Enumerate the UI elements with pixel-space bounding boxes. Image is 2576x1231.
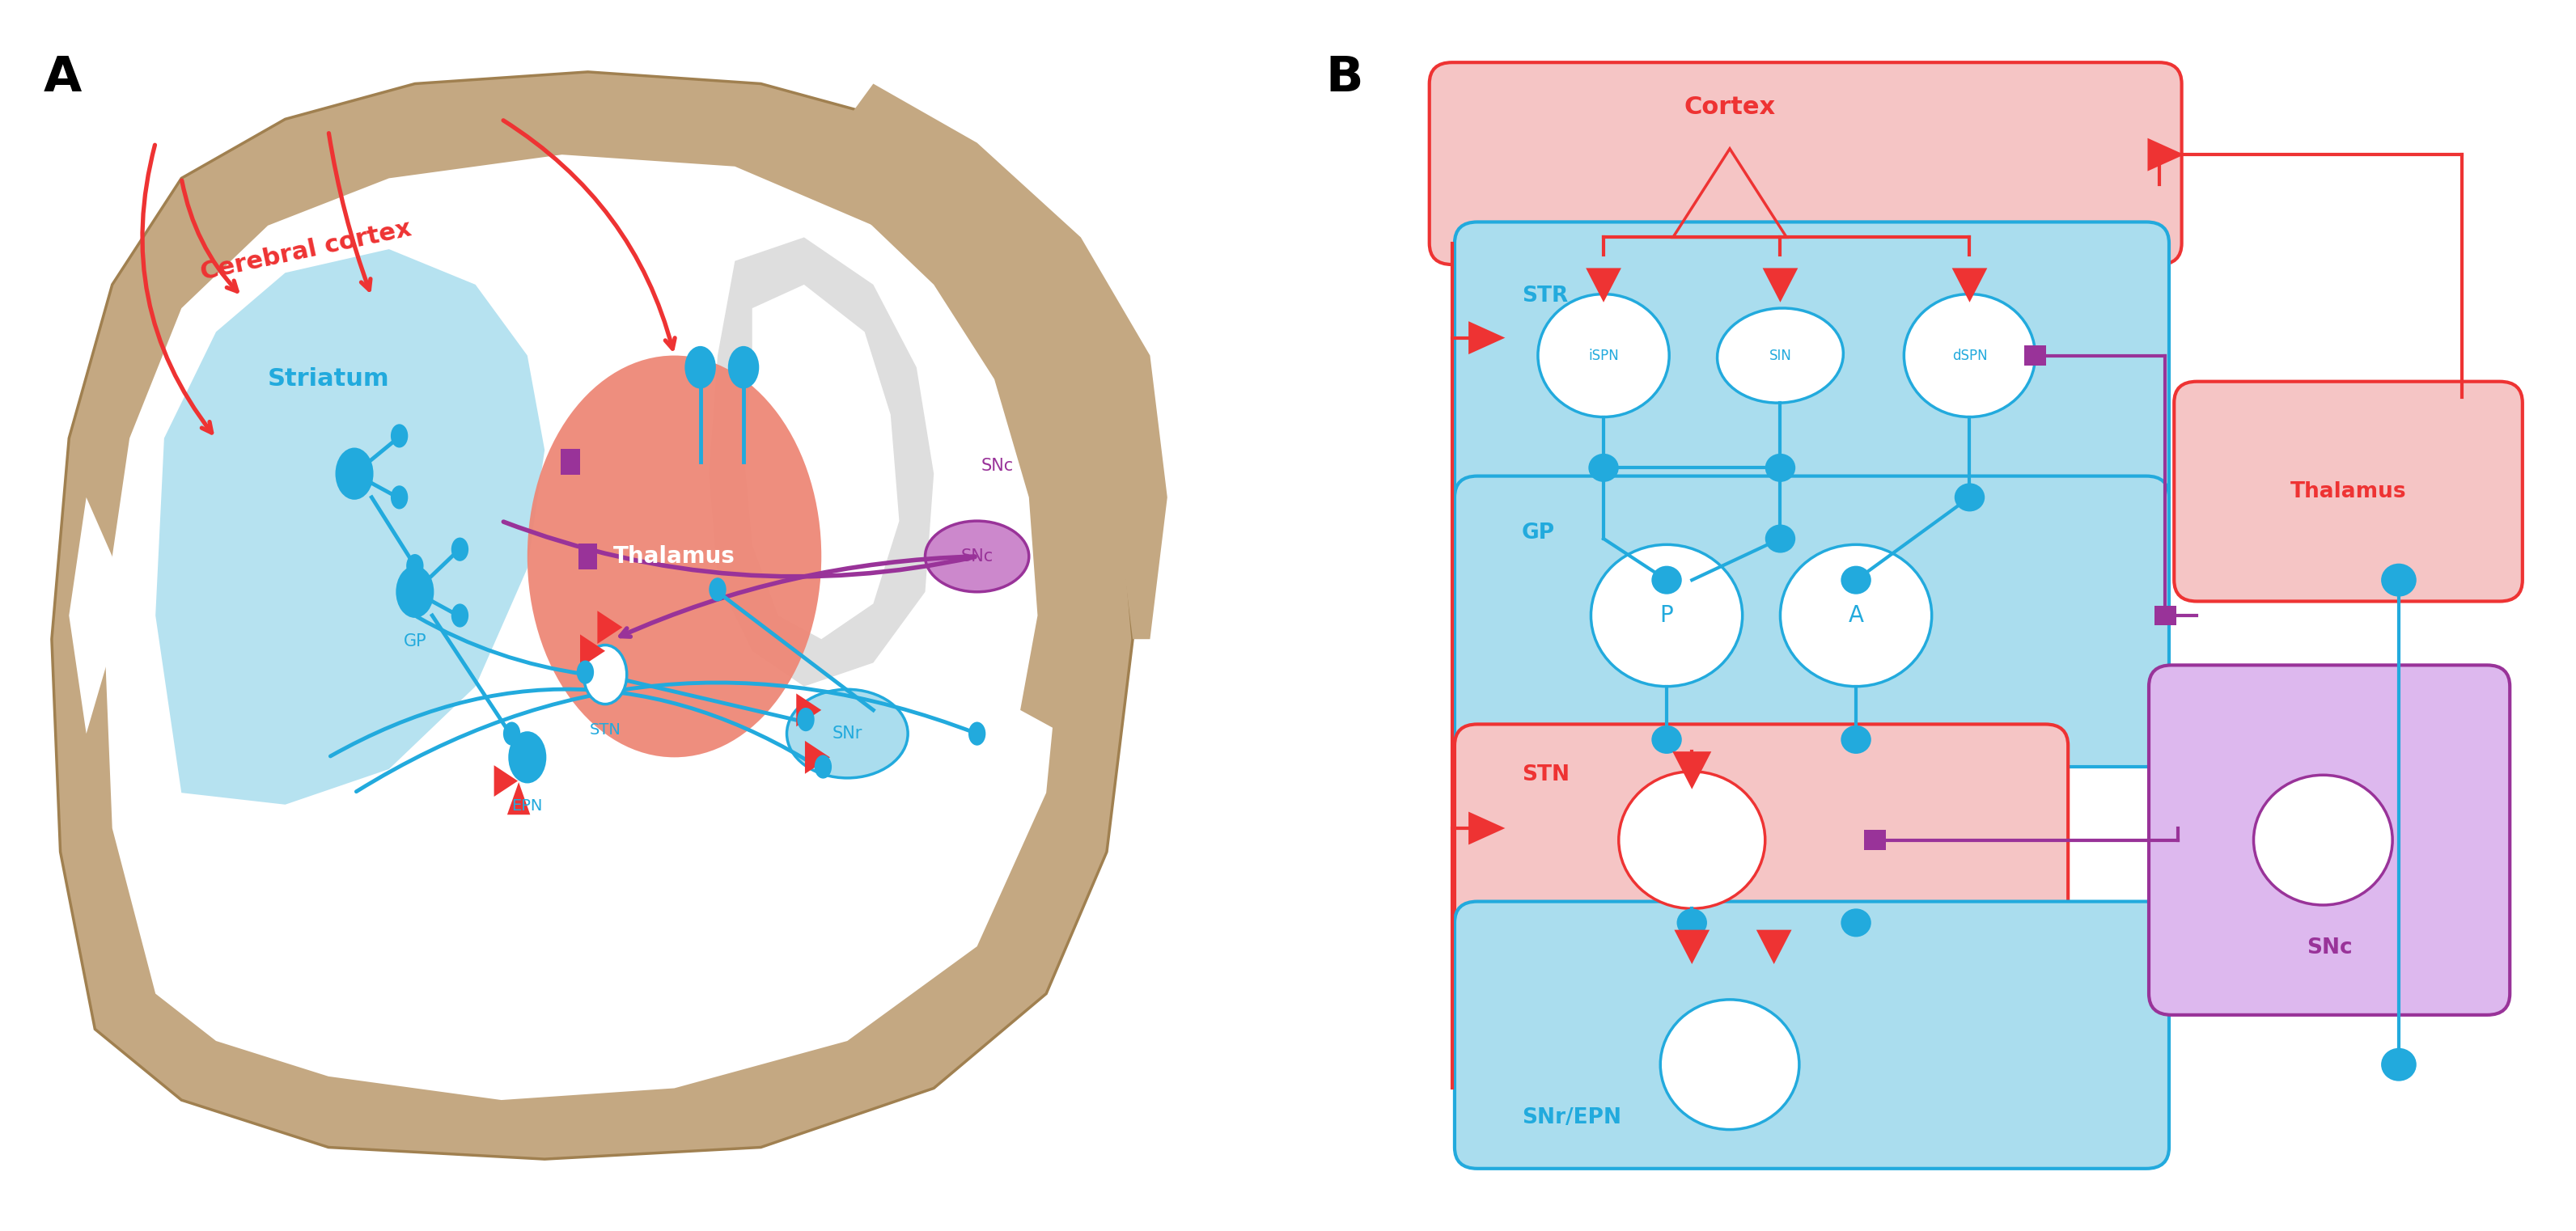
Circle shape [407,554,422,577]
Polygon shape [848,84,1167,639]
Polygon shape [580,634,605,667]
Bar [1865,830,1886,851]
Polygon shape [1468,811,1504,844]
Ellipse shape [1718,308,1844,403]
Bar [562,449,580,475]
Circle shape [1842,566,1870,595]
Text: SNc: SNc [981,458,1015,474]
Polygon shape [760,119,1090,734]
Text: dSPN: dSPN [1953,348,1986,363]
Polygon shape [495,766,518,796]
Text: B: B [1327,54,1363,102]
Circle shape [1955,483,1984,512]
Circle shape [577,660,595,684]
Text: Thalamus: Thalamus [613,545,734,567]
Circle shape [969,721,987,746]
Polygon shape [70,497,121,734]
Text: A: A [1850,604,1862,627]
Circle shape [1677,908,1708,937]
Circle shape [2254,776,2393,905]
Polygon shape [52,71,1133,1160]
Ellipse shape [786,689,907,778]
Text: Striatum: Striatum [268,367,389,391]
Text: A: A [44,54,82,102]
Ellipse shape [925,521,1028,592]
Polygon shape [1762,268,1798,303]
FancyBboxPatch shape [1455,901,2169,1168]
Circle shape [1662,1000,1798,1130]
Circle shape [585,645,626,704]
Polygon shape [155,249,544,805]
Polygon shape [1757,929,1793,964]
FancyBboxPatch shape [1455,476,2169,767]
Polygon shape [796,693,822,726]
Polygon shape [744,284,899,639]
Polygon shape [1587,268,1620,303]
Circle shape [392,423,407,448]
Circle shape [729,346,760,389]
Circle shape [708,577,726,601]
Circle shape [814,755,832,778]
Polygon shape [804,741,829,774]
Circle shape [1765,453,1795,483]
Circle shape [1780,544,1932,687]
Circle shape [685,346,716,389]
Polygon shape [103,155,1064,1101]
Text: iSPN: iSPN [1589,348,1618,363]
Circle shape [2380,1048,2416,1081]
Polygon shape [1674,929,1710,964]
Circle shape [1618,772,1765,908]
Text: GP: GP [404,633,428,650]
Circle shape [1538,294,1669,417]
Text: Cerebral cortex: Cerebral cortex [198,217,415,284]
Circle shape [2380,564,2416,597]
Circle shape [1651,566,1682,595]
FancyBboxPatch shape [2174,382,2522,601]
Bar [2154,606,2177,625]
Circle shape [451,603,469,628]
Polygon shape [507,782,531,815]
Text: Thalamus: Thalamus [2290,481,2406,502]
Circle shape [1651,725,1682,753]
Polygon shape [1953,268,1986,303]
Text: SNc: SNc [2306,937,2352,958]
Circle shape [1589,453,1618,483]
Circle shape [1842,908,1870,937]
Circle shape [528,356,822,757]
Circle shape [1765,524,1795,553]
Text: Cortex: Cortex [1685,96,1775,119]
Text: STN: STN [590,721,621,737]
FancyBboxPatch shape [2148,665,2509,1014]
Circle shape [451,538,469,561]
FancyBboxPatch shape [1430,63,2182,265]
Circle shape [1842,725,1870,753]
Text: STN: STN [1522,764,1569,785]
Text: P: P [1659,604,1674,627]
Circle shape [397,566,433,618]
Text: GP: GP [1522,522,1556,543]
Text: SNr: SNr [832,725,863,742]
Text: EPN: EPN [513,799,544,814]
Circle shape [796,708,814,731]
Circle shape [335,448,374,500]
Circle shape [502,721,520,746]
Bar [2025,346,2045,366]
FancyBboxPatch shape [1455,724,2069,944]
Text: STR: STR [1522,286,1569,307]
Bar [580,543,598,570]
Circle shape [1904,294,2035,417]
Text: SNr/EPN: SNr/EPN [1522,1107,1620,1129]
Circle shape [392,485,407,510]
Polygon shape [708,238,933,687]
Polygon shape [598,611,623,644]
Text: SNc: SNc [961,548,994,565]
Polygon shape [1672,751,1710,789]
Circle shape [507,731,546,783]
Polygon shape [2148,138,2184,171]
Circle shape [1592,544,1741,687]
FancyBboxPatch shape [1455,222,2169,518]
Text: SIN: SIN [1770,348,1790,363]
Polygon shape [1468,321,1504,355]
